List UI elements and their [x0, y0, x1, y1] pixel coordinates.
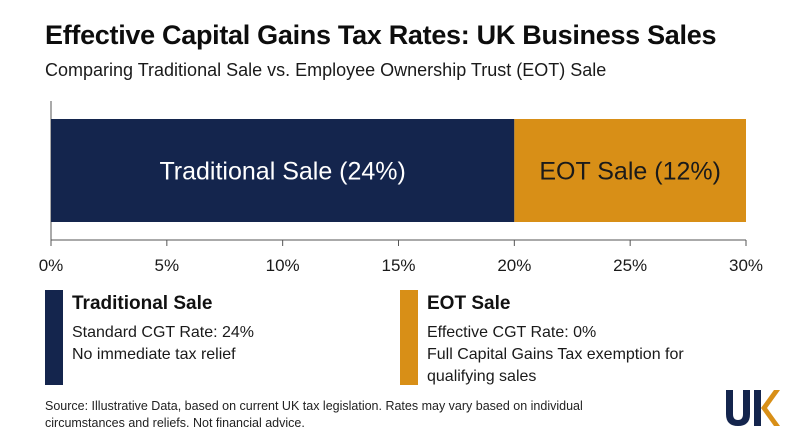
- x-tick-label: 30%: [729, 256, 763, 275]
- legend-line-traditional-2: No immediate tax relief: [72, 346, 236, 363]
- x-tick-label: 5%: [155, 256, 180, 275]
- chart-subtitle: Comparing Traditional Sale vs. Employee …: [45, 60, 607, 80]
- x-tick-label: 20%: [497, 256, 531, 275]
- legend-title-traditional: Traditional Sale: [72, 293, 213, 314]
- bar-traditional: [51, 119, 515, 222]
- legend-line-traditional-1: Standard CGT Rate: 24%: [72, 324, 255, 341]
- x-tick-label: 25%: [613, 256, 647, 275]
- legend-swatch-traditional: [45, 290, 63, 385]
- stacked-bar-chart: Traditional Sale (24%) EOT Sale (12%) 0% 5%…: [39, 101, 763, 275]
- legend-line-eot-2: Full Capital Gains Tax exemption for: [427, 346, 684, 363]
- legend-line-eot-1: Effective CGT Rate: 0%: [427, 324, 597, 341]
- chart-title: Effective Capital Gains Tax Rates: UK Bu…: [45, 20, 717, 50]
- legend-swatch-eot: [400, 290, 418, 385]
- x-tick-label: 15%: [381, 256, 415, 275]
- legend-line-eot-3: qualifying sales: [427, 368, 537, 385]
- source-note: Source: Illustrative Data, based on curr…: [45, 399, 583, 430]
- x-tick-label: 10%: [266, 256, 300, 275]
- legend-title-eot: EOT Sale: [427, 293, 511, 314]
- x-tick-label: 0%: [39, 256, 64, 275]
- bar-traditional-label: Traditional Sale (24%): [159, 158, 405, 186]
- bar-eot: [514, 119, 746, 222]
- bar-eot-label: EOT Sale (12%): [539, 158, 721, 186]
- uk-logo-icon: [726, 390, 780, 426]
